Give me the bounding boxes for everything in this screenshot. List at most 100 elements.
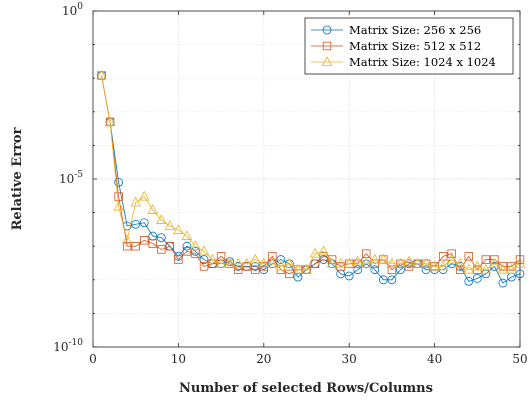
x-axis-label: Number of selected Rows/Columns	[179, 381, 433, 396]
data-point	[344, 271, 354, 281]
data-point	[464, 252, 473, 261]
legend-label: Matrix Size: 1024 x 1024	[349, 55, 496, 69]
y-axis-label: Relative Error	[10, 127, 25, 230]
y-tick-label: 10-5	[59, 170, 83, 186]
y-tick-label: 10-10	[53, 338, 83, 354]
x-tick-label: 0	[89, 352, 97, 366]
data-point	[198, 245, 210, 256]
data-point	[140, 236, 149, 245]
data-point	[498, 278, 508, 288]
data-point	[164, 220, 176, 230]
legend-label: Matrix Size: 512 x 512	[349, 39, 481, 53]
series-3	[96, 69, 526, 274]
data-point	[387, 275, 397, 285]
data-point	[352, 255, 364, 266]
legend-marker	[322, 41, 332, 51]
data-point	[232, 257, 244, 268]
data-point	[378, 253, 389, 264]
data-point	[114, 192, 123, 201]
data-point	[251, 265, 260, 274]
data-point	[275, 260, 287, 271]
data-point	[481, 255, 491, 264]
legend-label: Matrix Size: 256 x 256	[349, 23, 481, 37]
data-point	[224, 257, 235, 268]
data-point	[472, 274, 482, 283]
data-point	[114, 177, 124, 187]
x-tick-label: 10	[171, 352, 186, 366]
data-point	[182, 247, 192, 256]
data-point	[507, 262, 516, 271]
data-point	[506, 263, 517, 274]
data-point	[207, 253, 218, 264]
data-point	[292, 263, 304, 274]
data-point	[148, 239, 157, 248]
data-point	[404, 262, 414, 271]
data-point	[369, 253, 381, 264]
data-point	[131, 241, 140, 251]
data-point	[472, 260, 483, 271]
data-point	[233, 265, 243, 274]
y-tick-label: 100	[62, 2, 83, 18]
x-tick-label: 30	[342, 352, 357, 366]
series-line	[101, 75, 521, 271]
data-point	[353, 265, 363, 275]
data-point	[386, 257, 398, 268]
data-point	[412, 257, 423, 268]
legend-marker	[321, 56, 333, 66]
data-point	[438, 252, 448, 261]
data-point	[284, 257, 295, 268]
data-point	[215, 257, 227, 268]
data-point	[446, 253, 457, 264]
data-point	[456, 265, 465, 274]
data-point	[139, 218, 149, 228]
data-point	[454, 257, 466, 268]
data-point	[104, 116, 116, 126]
data-point	[131, 219, 141, 229]
data-point	[122, 241, 132, 251]
data-point	[267, 257, 278, 268]
data-point	[276, 255, 286, 264]
data-point	[147, 204, 159, 214]
data-point	[268, 252, 277, 261]
data-point	[258, 257, 270, 268]
series-layer	[96, 69, 526, 288]
data-point	[181, 230, 193, 240]
axes: 0 10 20 30 40 50 10-10 10-5 100	[53, 2, 527, 366]
data-point	[326, 257, 338, 268]
data-point	[199, 262, 209, 271]
data-point	[403, 255, 415, 266]
data-point	[199, 255, 209, 264]
data-point	[156, 233, 166, 243]
data-point	[395, 257, 406, 268]
data-point	[285, 269, 294, 279]
data-point	[361, 259, 371, 269]
data-point	[396, 265, 405, 275]
data-point	[301, 263, 312, 274]
data-point	[464, 276, 474, 286]
x-tick-label: 50	[512, 352, 527, 366]
data-point	[343, 257, 355, 268]
data-point	[157, 245, 166, 254]
data-point	[489, 257, 500, 268]
data-point	[309, 247, 321, 258]
data-point	[249, 253, 261, 264]
data-point	[498, 262, 508, 271]
data-point	[156, 214, 167, 224]
data-point	[310, 259, 320, 268]
data-point	[420, 257, 432, 268]
data-point	[378, 275, 388, 285]
data-point	[463, 263, 475, 274]
data-point	[182, 241, 192, 251]
data-point	[480, 263, 492, 274]
data-point	[447, 249, 456, 258]
data-point	[174, 255, 183, 264]
data-point	[216, 252, 226, 261]
data-point	[497, 263, 509, 274]
data-point	[370, 265, 380, 275]
x-tick-label: 20	[256, 352, 271, 366]
data-point	[437, 260, 449, 271]
data-point	[361, 257, 372, 268]
data-point	[165, 241, 175, 251]
data-point	[241, 257, 252, 268]
